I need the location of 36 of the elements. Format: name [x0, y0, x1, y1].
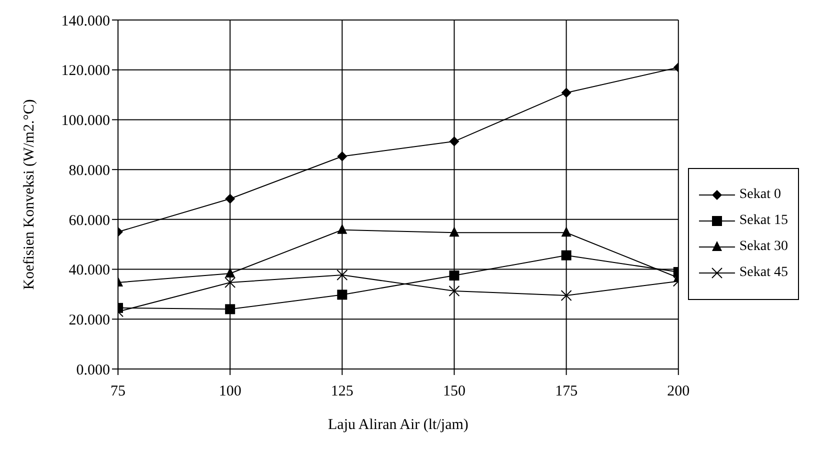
- point: [449, 270, 460, 281]
- x-tick-label: 100: [218, 384, 242, 400]
- point: [225, 268, 236, 278]
- y-tick-label: 100.000: [61, 113, 110, 130]
- point: [337, 290, 348, 300]
- point: [337, 224, 348, 234]
- x-tick-label: 200: [667, 384, 690, 400]
- y-axis-title: Koefisien Konveksi (W/m2.°C): [21, 99, 38, 290]
- y-tick-label: 60.000: [68, 212, 110, 229]
- y-tick-label: 40.000: [68, 262, 110, 279]
- legend-label: Sekat 15: [739, 212, 788, 228]
- x-tick-label: 75: [110, 384, 126, 400]
- point: [561, 88, 572, 98]
- point: [225, 304, 236, 314]
- point: [336, 270, 348, 281]
- point: [561, 250, 572, 260]
- point: [560, 290, 572, 301]
- y-tick-label: 120.000: [61, 63, 110, 80]
- legend-label: Sekat 30: [739, 238, 788, 254]
- point: [561, 226, 572, 237]
- x-tick-label: 175: [555, 384, 578, 400]
- legend-label: Sekat 45: [739, 264, 788, 280]
- y-tick-label: 0.000: [76, 362, 110, 378]
- point: [337, 151, 348, 162]
- x-axis-title: Laju Aliran Air (lt/jam): [328, 417, 468, 433]
- x-tick-label: 150: [442, 384, 466, 400]
- point: [448, 285, 460, 296]
- y-tick-label: 80.000: [68, 162, 110, 179]
- legend-label: Sekat 0: [739, 186, 781, 202]
- y-tick-label: 140.000: [61, 13, 110, 30]
- point: [449, 226, 460, 237]
- y-tick-label: 20.000: [68, 312, 110, 328]
- point: [225, 194, 236, 204]
- x-tick-label: 125: [330, 384, 354, 400]
- point: [224, 277, 236, 288]
- point: [449, 136, 460, 146]
